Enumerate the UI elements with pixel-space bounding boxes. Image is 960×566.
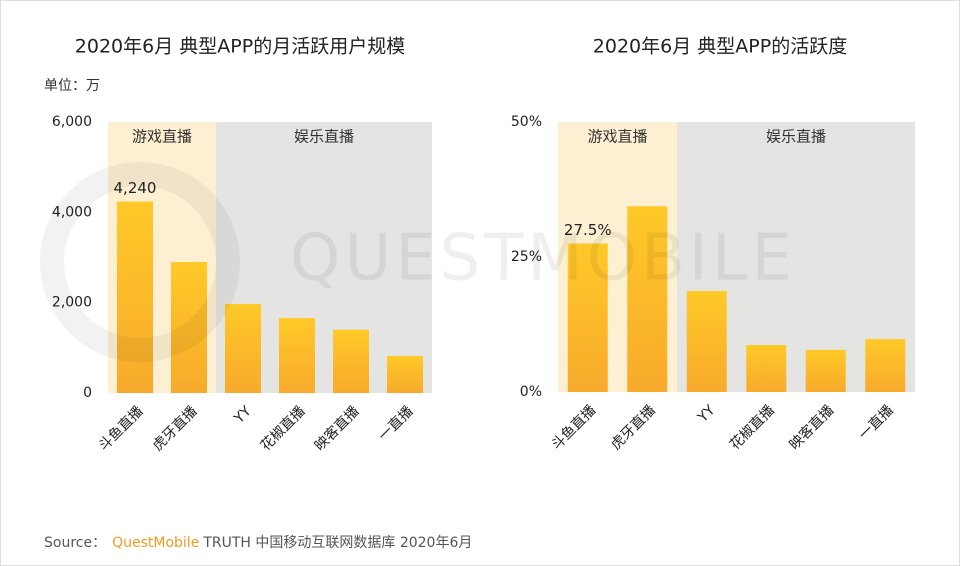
bar [627,206,668,392]
y-tick-label: 2,000 [52,295,92,311]
bar [746,345,787,392]
bar [805,349,846,392]
source-text: TRUTH 中国移动互联网数据库 2020年6月 [202,535,472,551]
watermark: QUESTMOBILE [290,222,796,296]
bar [171,262,207,393]
bar [686,291,727,392]
bar [225,304,261,393]
y-tick-label: 0 [83,385,92,401]
y-tick-label: 50% [511,114,542,130]
y-tick-label: 6,000 [52,114,92,130]
section-label: 娱乐直播 [294,128,354,146]
unit-label: 单位：万 [44,78,100,94]
y-tick-label: 4,000 [52,204,92,220]
y-tick-label: 0% [520,384,542,400]
bar [117,201,153,393]
section-label: 娱乐直播 [766,128,826,146]
chart-title: 2020年6月 典型APP的月活跃用户规模 [75,36,405,58]
bar [865,339,906,392]
bar [567,243,608,392]
y-tick-label: 25% [511,249,542,265]
bar [279,318,315,393]
bar [333,329,369,393]
chart-title: 2020年6月 典型APP的活跃度 [593,36,847,58]
source-brand: QuestMobile [112,535,199,551]
watermark-logo [40,162,240,362]
source: Source： QuestMobile TRUTH 中国移动互联网数据库 2020年… [44,535,472,551]
source-prefix: Source： [44,535,106,551]
section-label: 游戏直播 [132,128,192,146]
bar [387,355,423,393]
value-label: 4,240 [114,179,157,197]
section-label: 游戏直播 [587,128,647,146]
value-label: 27.5% [564,221,612,239]
